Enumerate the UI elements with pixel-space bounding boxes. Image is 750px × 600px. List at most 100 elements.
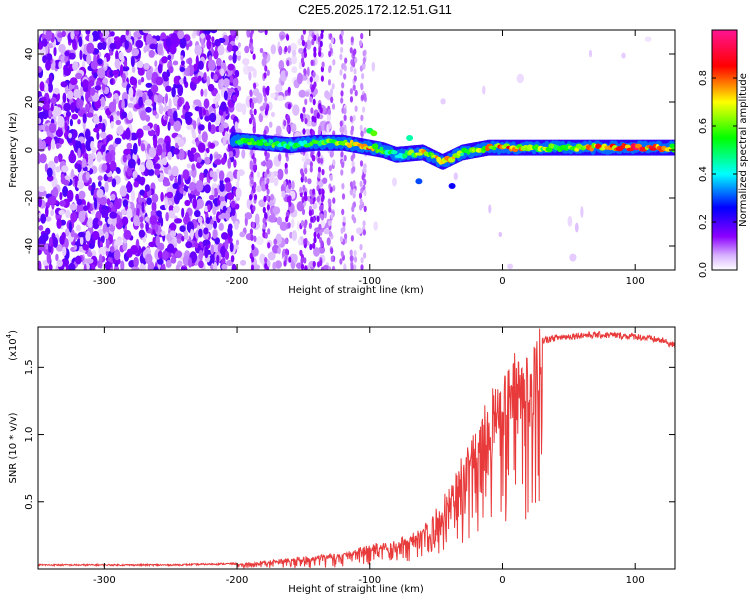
noise-speckle — [291, 55, 298, 65]
noise-speckle — [360, 83, 364, 91]
noise-speckle — [156, 210, 162, 217]
noise-speckle — [222, 136, 227, 146]
noise-speckle — [299, 186, 303, 194]
noise-speckle — [145, 253, 153, 265]
noise-speckle — [272, 206, 281, 215]
noise-speckle — [173, 148, 180, 155]
noise-speckle — [146, 197, 153, 206]
noise-speckle — [235, 239, 240, 246]
noise-speckle — [93, 127, 100, 133]
noise-speckle — [138, 96, 144, 108]
noise-speckle — [213, 74, 218, 82]
noise-speckle — [132, 142, 138, 155]
noise-speckle — [266, 69, 270, 77]
noise-speckle — [229, 75, 234, 83]
noise-speckle — [197, 216, 203, 224]
noise-speckle — [313, 231, 317, 238]
noise-speckle — [350, 36, 354, 43]
noise-speckle — [300, 57, 305, 64]
noise-speckle — [99, 32, 103, 38]
noise-speckle — [284, 162, 288, 169]
snr-series-line — [38, 328, 675, 569]
noise-speckle — [48, 74, 53, 85]
noise-speckle — [74, 30, 80, 36]
snr-x-label: Height of straight line (km) — [288, 584, 424, 595]
noise-speckle — [98, 115, 103, 123]
noise-speckle — [55, 129, 64, 138]
noise-speckle — [166, 191, 174, 199]
noise-speckle — [45, 30, 53, 41]
noise-speckle — [252, 164, 256, 172]
noise-speckle — [253, 181, 257, 189]
noise-speckle — [235, 180, 240, 189]
noise-speckle — [309, 76, 313, 83]
noise-speckle — [109, 160, 117, 172]
noise-speckle — [145, 106, 152, 113]
noise-speckle — [137, 158, 141, 166]
noise-speckle — [101, 41, 107, 50]
noise-speckle — [109, 43, 117, 50]
noise-speckle — [217, 44, 225, 56]
noise-speckle — [343, 114, 347, 122]
noise-speckle — [154, 168, 160, 176]
noise-speckle — [50, 209, 54, 217]
noise-speckle — [350, 235, 354, 242]
snr-y-axis: 0.5 1.0 1.5 — [24, 359, 675, 510]
noise-speckle — [197, 60, 204, 70]
noise-speckle — [244, 212, 253, 220]
noise-speckle — [252, 53, 256, 60]
noise-speckle — [168, 200, 173, 207]
noise-speckle — [362, 57, 366, 64]
noise-speckle — [330, 150, 334, 158]
noise-speckle — [286, 196, 290, 203]
noise-speckle — [152, 237, 156, 245]
noise-speckle — [320, 240, 324, 247]
noise-speckle — [266, 168, 270, 175]
noise-speckle — [249, 228, 253, 235]
noise-speckle — [313, 81, 317, 88]
noise-speckle — [516, 73, 524, 84]
noise-speckle — [170, 257, 177, 264]
colorbar: 0.0 0.2 0.4 0.6 0.8 Normalized spectral ampl… — [698, 29, 749, 278]
noise-speckle — [319, 229, 323, 236]
colorbar-tick-label: 0.8 — [698, 70, 709, 86]
noise-speckle — [303, 228, 307, 235]
noise-speckle — [90, 60, 98, 70]
noise-speckle — [143, 45, 148, 54]
noise-speckle — [317, 36, 321, 43]
noise-speckle — [122, 154, 128, 163]
noise-speckle — [267, 251, 276, 261]
noise-speckle — [321, 61, 325, 68]
signal-feature — [415, 178, 423, 185]
noise-speckle — [330, 37, 334, 44]
noise-speckle — [105, 239, 110, 249]
noise-speckle — [223, 90, 228, 101]
noise-speckle — [262, 160, 266, 167]
noise-speckle — [198, 228, 203, 238]
noise-speckle — [187, 57, 193, 66]
noise-speckle — [288, 256, 292, 263]
noise-speckle — [53, 46, 57, 57]
noise-speckle — [55, 142, 60, 149]
noise-speckle — [363, 252, 367, 259]
noise-speckle — [213, 159, 222, 165]
noise-speckle — [284, 168, 289, 175]
signal-peak — [460, 152, 464, 156]
noise-speckle — [488, 204, 492, 214]
noise-speckle — [235, 50, 242, 56]
noise-speckle — [287, 222, 291, 229]
noise-speckle — [164, 115, 169, 121]
noise-speckle — [343, 108, 347, 115]
noise-speckle — [77, 99, 84, 108]
noise-speckle — [285, 216, 289, 223]
noise-speckle — [272, 261, 277, 270]
noise-speckle — [59, 192, 63, 201]
noise-speckle — [363, 93, 367, 100]
colorbar-tick-label: 0.0 — [698, 262, 709, 278]
noise-speckle — [167, 210, 176, 219]
noise-speckle — [102, 77, 109, 86]
noise-speckle — [97, 122, 103, 130]
noise-speckle — [308, 209, 312, 216]
noise-speckle — [109, 78, 114, 85]
noise-speckle — [121, 111, 128, 119]
